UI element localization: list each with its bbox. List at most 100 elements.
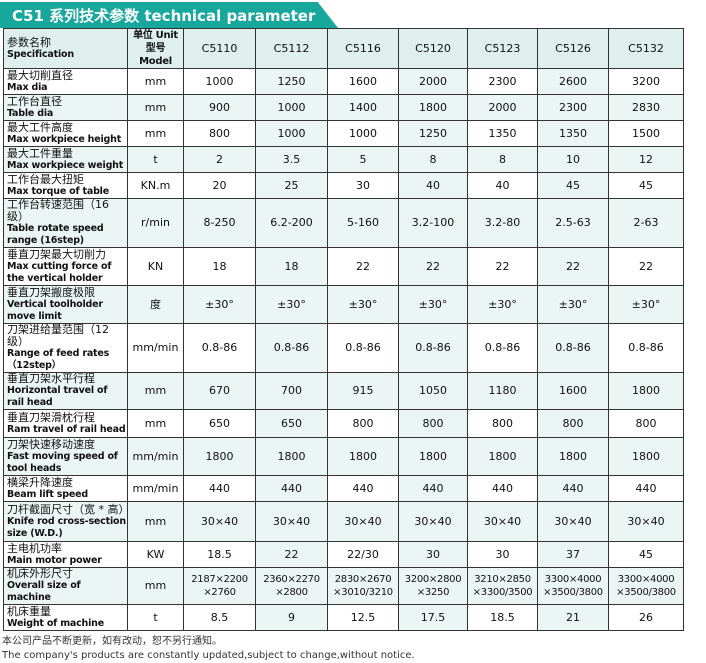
value-cell: 440 bbox=[537, 475, 609, 502]
value-cell: 3300×4000 ×3500/3800 bbox=[608, 567, 684, 605]
value-cell: 30×40 bbox=[327, 501, 399, 542]
value-cell: 3.2-80 bbox=[467, 198, 538, 248]
value-cell: 900 bbox=[183, 94, 256, 121]
value-cell: 0.8-86 bbox=[183, 323, 256, 373]
value-cell: 22 bbox=[327, 247, 399, 286]
value-cell: 670 bbox=[183, 372, 256, 410]
value-cell: 10 bbox=[537, 146, 609, 173]
unit-cell: mm bbox=[127, 68, 184, 95]
value-cell: 8 bbox=[398, 146, 468, 173]
spec-cell: 工作台转速范围（16 级） Table rotate speed range (1… bbox=[3, 198, 128, 248]
footer-note-en: The company's products are constantly up… bbox=[2, 650, 415, 661]
spec-header: 参数名称 Specification bbox=[3, 28, 128, 69]
value-cell: 800 bbox=[537, 409, 609, 438]
value-cell: 650 bbox=[183, 409, 256, 438]
value-cell: ±30° bbox=[327, 285, 399, 324]
value-cell: 650 bbox=[255, 409, 328, 438]
value-cell: 17.5 bbox=[398, 604, 468, 631]
value-cell: 2300 bbox=[467, 68, 538, 95]
value-cell: 440 bbox=[467, 475, 538, 502]
value-cell: 8.5 bbox=[183, 604, 256, 631]
unit-cell: mm/min bbox=[127, 475, 184, 502]
value-cell: 1000 bbox=[255, 120, 328, 147]
value-cell: 440 bbox=[327, 475, 399, 502]
value-cell: 2830 bbox=[608, 94, 684, 121]
value-cell: 1000 bbox=[327, 120, 399, 147]
value-cell: 3.2-100 bbox=[398, 198, 468, 248]
value-cell: 1800 bbox=[537, 437, 609, 476]
value-cell: ±30° bbox=[608, 285, 684, 324]
unit-cell: mm bbox=[127, 372, 184, 410]
value-cell: 1800 bbox=[467, 437, 538, 476]
table-row: 最大切削直径 Max dia mm 1000 1250 1600 2000 2300 2600 3… bbox=[3, 68, 684, 95]
value-cell: 40 bbox=[398, 172, 468, 199]
spec-cell: 垂直刀架搬度极限 Vertical toolholder move limit bbox=[3, 285, 128, 324]
value-cell: 1800 bbox=[398, 94, 468, 121]
value-cell: 1180 bbox=[467, 372, 538, 410]
value-cell: 700 bbox=[255, 372, 328, 410]
value-cell: 440 bbox=[255, 475, 328, 502]
unit-header: 单位 Unit 型号 Model bbox=[127, 28, 184, 69]
unit-cell: KN bbox=[127, 247, 184, 286]
spec-cell: 最大切削直径 Max dia bbox=[3, 68, 128, 95]
value-cell: 1250 bbox=[398, 120, 468, 147]
value-cell: 0.8-86 bbox=[608, 323, 684, 373]
value-cell: 2300 bbox=[537, 94, 609, 121]
unit-cell: mm bbox=[127, 120, 184, 147]
value-cell: 440 bbox=[183, 475, 256, 502]
value-cell: 18.5 bbox=[467, 604, 538, 631]
value-cell: 6.2-200 bbox=[255, 198, 328, 248]
table-row: 垂直刀架水平行程 Horizontal travel of rail head mm… bbox=[3, 372, 684, 410]
value-cell: 2000 bbox=[398, 68, 468, 95]
value-cell: 22 bbox=[608, 247, 684, 286]
value-cell: 1800 bbox=[608, 372, 684, 410]
value-cell: 20 bbox=[183, 172, 256, 199]
value-cell: 1050 bbox=[398, 372, 468, 410]
table-row: 垂直刀架滑枕行程 Ram travel of rail head mm 650 650 8… bbox=[3, 409, 684, 438]
table-row: 最大工件高度 Max workpiece height mm 800 1000 1000 1… bbox=[3, 120, 684, 147]
unit-cell: mm bbox=[127, 567, 184, 605]
value-cell: 2360×2270 ×2800 bbox=[255, 567, 328, 605]
model-header: C5112 bbox=[255, 28, 328, 69]
value-cell: 30 bbox=[327, 172, 399, 199]
value-cell: 22 bbox=[467, 247, 538, 286]
value-cell: 800 bbox=[183, 120, 256, 147]
value-cell: 800 bbox=[467, 409, 538, 438]
value-cell: 1000 bbox=[183, 68, 256, 95]
value-cell: ±30° bbox=[467, 285, 538, 324]
table-row: 工作台转速范围（16 级） Table rotate speed range (1… bbox=[3, 198, 684, 248]
unit-cell: 度 bbox=[127, 285, 184, 324]
value-cell: 18 bbox=[183, 247, 256, 286]
value-cell: 915 bbox=[327, 372, 399, 410]
value-cell: 37 bbox=[537, 541, 609, 568]
table-row: 最大工件重量 Max workpiece weight t 2 3.5 5 8 8 10 12 bbox=[3, 146, 684, 173]
table-row: 横梁升降速度 Beam lift speed mm/min 440 440 440 440 4… bbox=[3, 475, 684, 502]
value-cell: 30×40 bbox=[467, 501, 538, 542]
value-cell: 3200 bbox=[608, 68, 684, 95]
value-cell: 22 bbox=[255, 541, 328, 568]
spec-table: 参数名称 Specification 单位 Unit 型号 Model C5110 C… bbox=[3, 28, 684, 631]
title-banner: C51 系列技术参数 technical parameter bbox=[0, 2, 338, 28]
spec-cell: 刀架快速移动速度 Fast moving speed of tool heads bbox=[3, 437, 128, 476]
unit-cell: mm bbox=[127, 94, 184, 121]
value-cell: 0.8-86 bbox=[467, 323, 538, 373]
value-cell: 30×40 bbox=[255, 501, 328, 542]
value-cell: 5 bbox=[327, 146, 399, 173]
spec-cell: 工作台直径 Table dia bbox=[3, 94, 128, 121]
value-cell: 1800 bbox=[255, 437, 328, 476]
value-cell: 1600 bbox=[537, 372, 609, 410]
value-cell: 2000 bbox=[467, 94, 538, 121]
table-row: 工作台直径 Table dia mm 900 1000 1400 1800 2000 2300 2… bbox=[3, 94, 684, 121]
model-header: C5110 bbox=[183, 28, 256, 69]
value-cell: 30×40 bbox=[608, 501, 684, 542]
value-cell: 2-63 bbox=[608, 198, 684, 248]
unit-cell: mm bbox=[127, 409, 184, 438]
unit-cell: mm/min bbox=[127, 323, 184, 373]
table-row: 垂直刀架搬度极限 Vertical toolholder move limit 度 ±… bbox=[3, 285, 684, 324]
value-cell: 800 bbox=[608, 409, 684, 438]
table-row: 垂直刀架最大切削力 Max cutting force of the vertic… bbox=[3, 247, 684, 286]
table-row: 刀架快速移动速度 Fast moving speed of tool heads m… bbox=[3, 437, 684, 476]
model-header: C5123 bbox=[467, 28, 538, 69]
value-cell: 9 bbox=[255, 604, 328, 631]
value-cell: 30×40 bbox=[537, 501, 609, 542]
